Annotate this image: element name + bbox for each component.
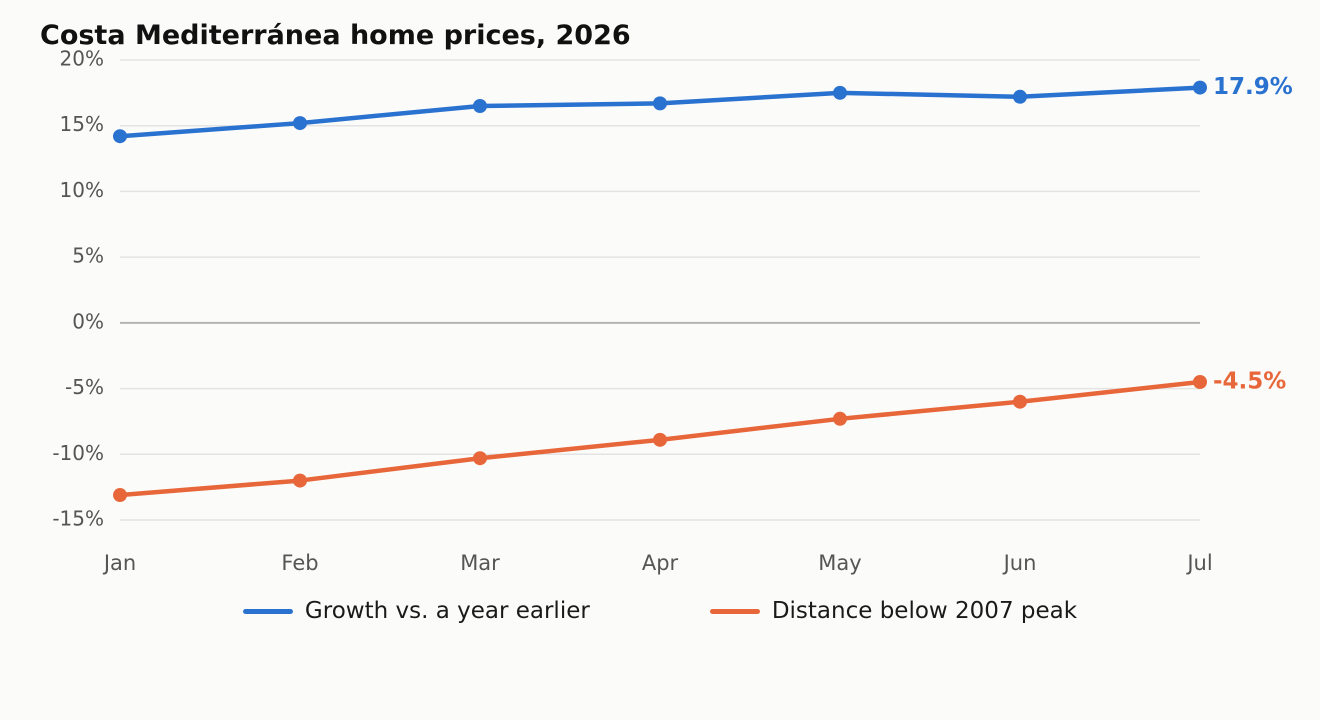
x-tick-label: Jan [102, 551, 136, 575]
x-tick-label: May [818, 551, 861, 575]
x-tick-label: Jul [1185, 551, 1212, 575]
data-point [653, 96, 667, 111]
legend: Growth vs. a year earlier Distance below… [0, 598, 1320, 624]
data-point [1013, 394, 1027, 409]
end-label-1: -4.5% [1213, 369, 1286, 395]
data-point [293, 116, 307, 131]
legend-swatch-distance [709, 608, 760, 614]
x-tick-label: Apr [642, 551, 679, 575]
data-point [653, 432, 667, 447]
data-point [1193, 375, 1207, 389]
data-point [1193, 80, 1207, 95]
data-point [113, 129, 127, 144]
legend-label-distance: Distance below 2007 peak [771, 598, 1078, 624]
x-tick-label: Mar [460, 551, 500, 575]
data-point [833, 411, 847, 426]
x-tick-label: Feb [281, 551, 318, 575]
data-point [833, 85, 847, 100]
x-tick-label: Jun [1002, 551, 1037, 575]
gridlines [120, 59, 1200, 521]
y-tick-label: 15% [60, 112, 104, 136]
y-tick-label: 0% [72, 309, 104, 333]
y-tick-label: 5% [72, 244, 104, 268]
data-point [473, 99, 487, 113]
legend-item-growth: Growth vs. a year earlier [242, 598, 590, 624]
x-axis-ticks: Jan Feb Mar Apr May Jun Jul [102, 551, 1213, 575]
data-point [293, 473, 307, 488]
data-point [113, 488, 127, 503]
data-point [473, 451, 487, 466]
legend-item-distance: Distance below 2007 peak [709, 598, 1078, 624]
y-tick-label: -5% [65, 375, 104, 399]
chart-title: Costa Mediterránea home prices, 2026 [40, 20, 631, 51]
y-tick-label: 10% [60, 178, 104, 202]
series-line-0 [117, 85, 1203, 139]
y-tick-label: 20% [60, 47, 104, 71]
y-tick-label: -10% [52, 441, 104, 465]
legend-label-growth: Growth vs. a year earlier [304, 598, 590, 624]
y-axis-ticks: 20% 15% 10% 5% 0% -5% -10% -15% [52, 47, 104, 531]
end-label-0: 17.9% [1213, 74, 1293, 100]
series-lines: 17.9% -4.5% [113, 74, 1293, 503]
y-tick-label: -15% [52, 507, 104, 531]
data-point [1013, 89, 1027, 104]
legend-swatch-growth [242, 608, 293, 614]
